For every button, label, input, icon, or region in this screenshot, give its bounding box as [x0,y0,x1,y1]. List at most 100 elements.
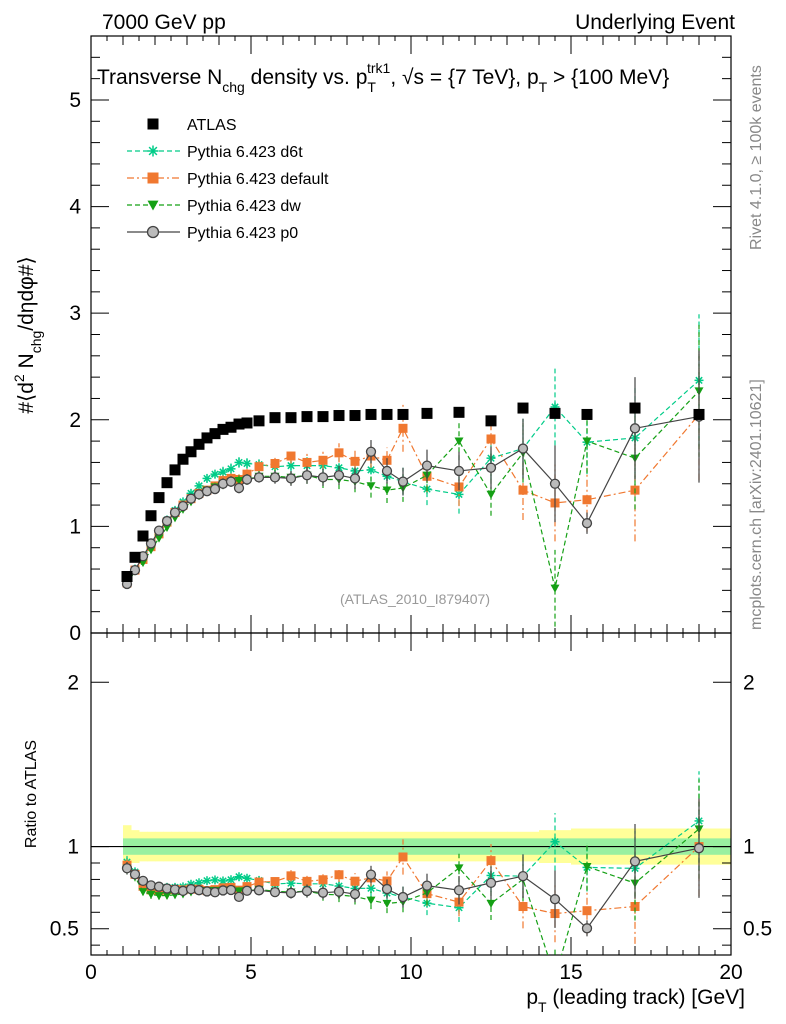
legend-marker [147,145,159,157]
data-point [234,457,244,467]
data-point [581,408,593,420]
data-point [254,462,264,472]
data-point [202,473,212,483]
data-point [454,437,464,446]
data-point [129,551,141,563]
y-tick-label: 3 [69,302,81,325]
data-point [366,482,376,491]
ratio-y-tick-label: 0.5 [50,918,79,941]
series-pythia-6-423-d6t [122,314,704,587]
main-series-group [121,314,705,627]
y-tick-label: 1 [69,515,81,538]
data-point [154,534,164,543]
data-point [317,411,329,423]
ratio-point [233,891,245,903]
ratio-series-pythia-6-423-p0 [121,798,705,937]
data-point [137,530,149,542]
ratio-point [138,881,148,891]
ratio-y-tick-label-right: 1 [743,836,755,859]
ratio-point [137,875,149,887]
ratio-point [225,884,237,896]
ratio-point [630,902,640,912]
data-point [225,476,237,487]
ratio-point [269,886,281,898]
legend-item-pythia-6-423-d6t: Pythia 6.423 d6t [127,144,303,161]
legend-marker [147,172,159,184]
data-point [162,523,172,532]
data-point [253,415,265,427]
ratio-point [241,885,253,896]
data-point [161,515,173,527]
ratio-point [253,885,265,896]
ratio-point [349,888,361,900]
data-point [146,546,156,555]
analysis-label: (ATLAS_2010_I879407) [340,591,490,607]
data-point [453,406,465,418]
ratio-point [350,876,360,886]
main-x-ticks [90,36,732,633]
ratio-point [121,863,133,874]
ratio-point [517,871,529,882]
data-point [185,493,197,504]
ratio-point [366,896,376,905]
series-line-pythia-6-423-d6t [126,379,700,583]
data-point [285,473,297,484]
mcplots-label: mcplots.cern.ch [arXiv:2401.10621] [748,379,765,630]
ratio-point [202,876,212,886]
ratio-point [582,906,592,916]
x-tick-label: 15 [559,961,582,984]
ratio-point [454,864,464,873]
ratio-panel: 0 5 10 15 20 0.5 0.5 1 1 2 2 Ratio to ATLAS pT (l… [23,632,772,1015]
ratio-point [518,902,528,912]
data-point [241,474,253,485]
data-point [177,453,189,465]
legend-label: Pythia 6.423 default [187,171,329,188]
data-point [349,473,361,484]
ratio-point [582,863,592,872]
data-point [153,492,165,504]
ratio-point [301,885,313,897]
data-point [453,465,465,477]
data-point [129,564,141,576]
main-panel: 0 1 2 3 4 5 (ATLAS_2010_I879407) Transverse N… [11,35,732,645]
ratio-line-pythia-6-423-dw [126,828,700,955]
data-point [226,464,236,474]
ratio-point [486,899,496,909]
ratio-point [270,877,280,887]
legend-item-atlas: ATLAS [147,117,237,134]
main-title: Transverse Nchg density vs. pTtrk1, √s =… [97,60,669,95]
data-point [629,423,641,434]
data-point [550,584,560,593]
data-point [177,500,189,512]
data-point [286,451,296,461]
legend-label: Pythia 6.423 d6t [187,144,303,161]
data-point [210,469,220,479]
data-point [318,455,328,465]
data-point [485,415,497,427]
data-point [218,467,228,477]
legend: ATLAS Pythia 6.423 d6t Pythia 6.423 defaul… [127,117,329,242]
ratio-point [453,885,465,896]
ratio-y-tick-label-right: 2 [743,671,755,694]
data-point [209,483,221,495]
y-tick-label: 5 [69,89,81,112]
data-point [285,412,297,424]
legend-label: Pythia 6.423 p0 [187,225,298,242]
ratio-point [129,869,141,880]
ratio-point [486,856,496,866]
data-point [381,408,393,420]
data-point [242,458,252,468]
data-point [334,448,344,458]
y-tick-label: 2 [69,409,81,432]
data-point [241,417,253,429]
ratio-point [381,883,393,895]
data-point [517,402,529,414]
ratio-point [397,891,409,903]
legend-item-pythia-6-423-dw: Pythia 6.423 dw [127,198,301,215]
data-point [169,507,181,518]
ratio-xlabel: pT (leading track) [GeV] [526,986,745,1015]
legend-item-pythia-6-423-p0: Pythia 6.423 p0 [127,225,298,242]
ratio-y-tick-label: 2 [67,671,79,694]
main-ylabel: #⟨d2 Nchg/dηdφ#⟩ [11,256,44,413]
data-point [629,402,641,414]
